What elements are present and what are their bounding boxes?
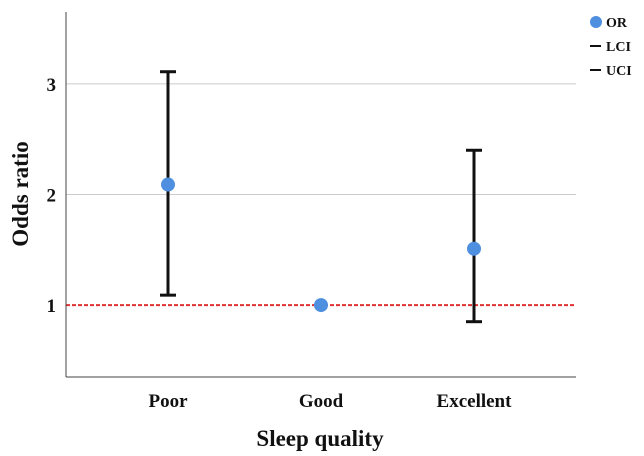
or-point-poor — [161, 177, 175, 192]
y-tick-3: 3 — [47, 75, 57, 96]
legend-or-marker — [590, 16, 602, 28]
error-bars — [160, 70, 482, 324]
legend: OR LCI UCI — [590, 16, 632, 79]
y-tick-1: 1 — [47, 296, 57, 317]
x-tick-good: Good — [299, 391, 344, 412]
axes — [65, 12, 576, 378]
or-points — [161, 177, 481, 313]
legend-lci-label: LCI — [606, 40, 631, 55]
x-tick-excellent: Excellent — [437, 391, 513, 412]
legend-or-label: OR — [606, 16, 628, 31]
x-axis-title: Sleep quality — [256, 426, 384, 451]
gridlines — [66, 83, 576, 195]
y-tick-2: 2 — [47, 186, 57, 207]
error-bar-excellent — [466, 148, 482, 324]
x-tick-poor: Poor — [148, 391, 188, 412]
or-point-excellent — [467, 241, 481, 256]
y-tick-labels: 1 2 3 — [47, 75, 57, 317]
legend-uci-label: UCI — [606, 64, 632, 79]
x-tick-labels: Poor Good Excellent — [148, 391, 512, 412]
or-point-good — [314, 298, 328, 313]
y-axis-title: Odds ratio — [8, 141, 33, 246]
